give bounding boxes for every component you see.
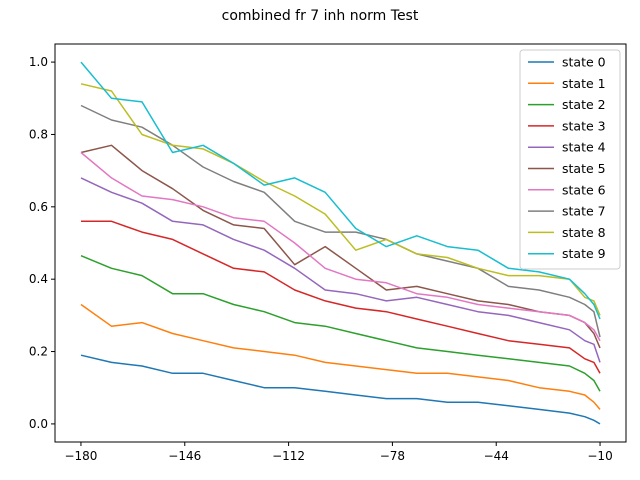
legend-label-8: state 8: [562, 225, 606, 240]
x-tick-label: −10: [587, 449, 612, 463]
legend-label-1: state 1: [562, 76, 606, 91]
plot-frame: [54, 43, 627, 443]
x-tick-label: −146: [168, 449, 201, 463]
x-axis: −180 −146 −112 −78 −44 −10: [64, 442, 613, 463]
legend-label-6: state 6: [562, 182, 606, 197]
series-line-0: [80, 354, 601, 425]
x-tick-label: −44: [484, 449, 509, 463]
series-line-2: [80, 255, 601, 392]
x-tick-label: −180: [64, 449, 97, 463]
legend-label-9: state 9: [562, 246, 606, 261]
series-line-9: [80, 61, 601, 320]
legend-label-0: state 0: [562, 55, 606, 70]
series-line-3: [81, 220, 601, 374]
y-tick-label: 0.6: [29, 200, 48, 214]
y-axis: 0.0 0.2 0.4 0.6 0.8 1.0: [29, 55, 55, 431]
x-tick-label: −78: [380, 449, 405, 463]
series-line-7: [80, 104, 601, 338]
series-line-4: [80, 177, 601, 363]
legend: state 0 state 1 state 2 state 3 state 4 state…: [519, 49, 621, 270]
legend-label-2: state 2: [562, 97, 606, 112]
chart-title: combined fr 7 inh norm Test: [221, 8, 419, 24]
y-tick-label: 0.8: [29, 127, 48, 141]
series-line-1: [80, 303, 601, 410]
x-tick-label: −112: [272, 449, 305, 463]
y-tick-label: 0.2: [29, 345, 48, 359]
legend-label-3: state 3: [562, 118, 606, 133]
y-tick-label: 0.0: [29, 417, 48, 431]
series-line-6: [80, 151, 601, 342]
legend-label-7: state 7: [562, 204, 606, 219]
legend-label-4: state 4: [562, 140, 606, 155]
legend-label-5: state 5: [562, 161, 606, 176]
series-layer: [80, 61, 601, 425]
y-tick-label: 0.4: [29, 272, 48, 286]
y-tick-label: 1.0: [29, 55, 48, 69]
